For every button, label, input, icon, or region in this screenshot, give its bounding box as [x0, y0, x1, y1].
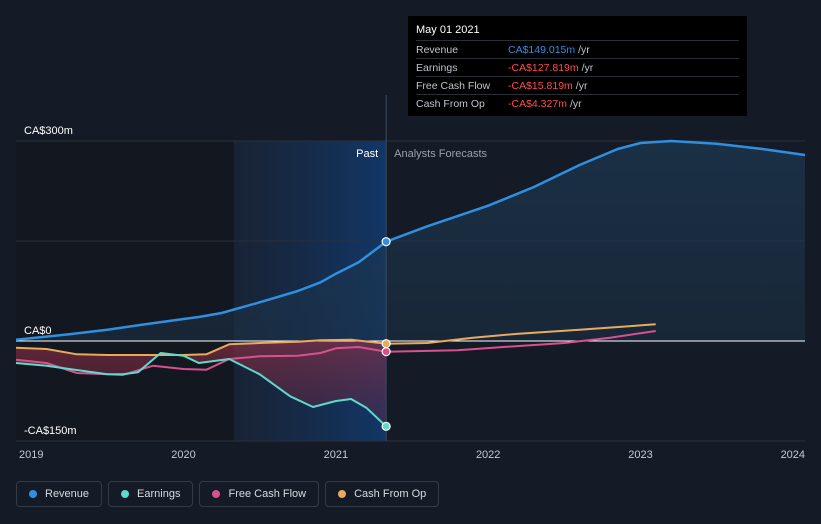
tooltip-row-cash-from-op: Cash From Op -CA$4.327m /yr — [416, 94, 739, 112]
tooltip-value: CA$149.015m — [508, 43, 576, 56]
legend-label: Free Cash Flow — [228, 488, 307, 500]
legend-item-revenue[interactable]: Revenue — [16, 481, 103, 507]
legend-label: Revenue — [45, 488, 90, 500]
legend-label: Cash From Op — [354, 488, 427, 500]
tooltip-label: Earnings — [416, 61, 458, 74]
tooltip-value: -CA$15.819m — [508, 79, 573, 92]
earnings-area — [16, 339, 387, 427]
legend-item-free-cash-flow[interactable]: Free Cash Flow — [199, 481, 320, 507]
tooltip-value: -CA$4.327m — [508, 97, 567, 110]
revenue-line — [15, 139, 806, 341]
earnings-line — [15, 352, 387, 428]
legend-dot-icon — [29, 490, 37, 498]
tooltip-unit: /yr — [575, 79, 588, 92]
x-tick-label: 2022 — [476, 449, 500, 461]
y-tick-label: CA$300m — [24, 125, 73, 137]
tooltip: May 01 2021 Revenue CA$149.015m /yr Earn… — [408, 16, 747, 116]
x-tick-label: 2023 — [628, 449, 652, 461]
tooltip-unit: /yr — [578, 43, 590, 56]
tooltip-row-earnings: Earnings -CA$127.819m /yr — [416, 58, 739, 76]
y-tick-label: CA$0 — [24, 325, 52, 337]
tooltip-date: May 01 2021 — [416, 24, 480, 36]
legend-dot-icon — [338, 490, 347, 498]
tooltip-unit: /yr — [569, 97, 582, 110]
legend-item-earnings[interactable]: Earnings — [108, 481, 194, 507]
legend-item-cash-from-op[interactable]: Cash From Op — [325, 481, 440, 507]
cash-from-op-line — [15, 323, 656, 356]
legend-dot-icon — [212, 490, 221, 498]
legend: Revenue Earnings Free Cash Flow Cash Fro… — [16, 481, 440, 507]
y-tick-label: -CA$150m — [24, 425, 77, 437]
tooltip-label: Free Cash Flow — [416, 79, 491, 92]
tooltip-label: Cash From Op — [416, 97, 485, 110]
cash-from-op-marker — [381, 339, 391, 349]
legend-label: Earnings — [137, 488, 181, 500]
x-tick-label: 2024 — [781, 449, 805, 461]
tooltip-value: -CA$127.819m — [508, 61, 579, 74]
tooltip-unit: /yr — [581, 61, 594, 74]
past-dark-region — [16, 141, 234, 441]
tooltip-row-free-cash-flow: Free Cash Flow -CA$15.819m /yr — [416, 76, 739, 94]
x-tick-label: 2021 — [324, 449, 348, 461]
revenue-marker — [381, 237, 391, 247]
revenue-area — [16, 141, 805, 341]
past-label: Past — [356, 148, 378, 160]
earnings-marker — [381, 421, 391, 431]
legend-dot-icon — [121, 490, 130, 498]
tooltip-label: Revenue — [416, 43, 459, 56]
tooltip-row-revenue: Revenue CA$149.015m /yr — [416, 40, 739, 58]
forecast-label: Analysts Forecasts — [394, 148, 487, 160]
free-cash-flow-marker — [381, 347, 391, 357]
x-tick-label: 2020 — [171, 449, 195, 461]
x-tick-label: 2019 — [19, 449, 43, 461]
